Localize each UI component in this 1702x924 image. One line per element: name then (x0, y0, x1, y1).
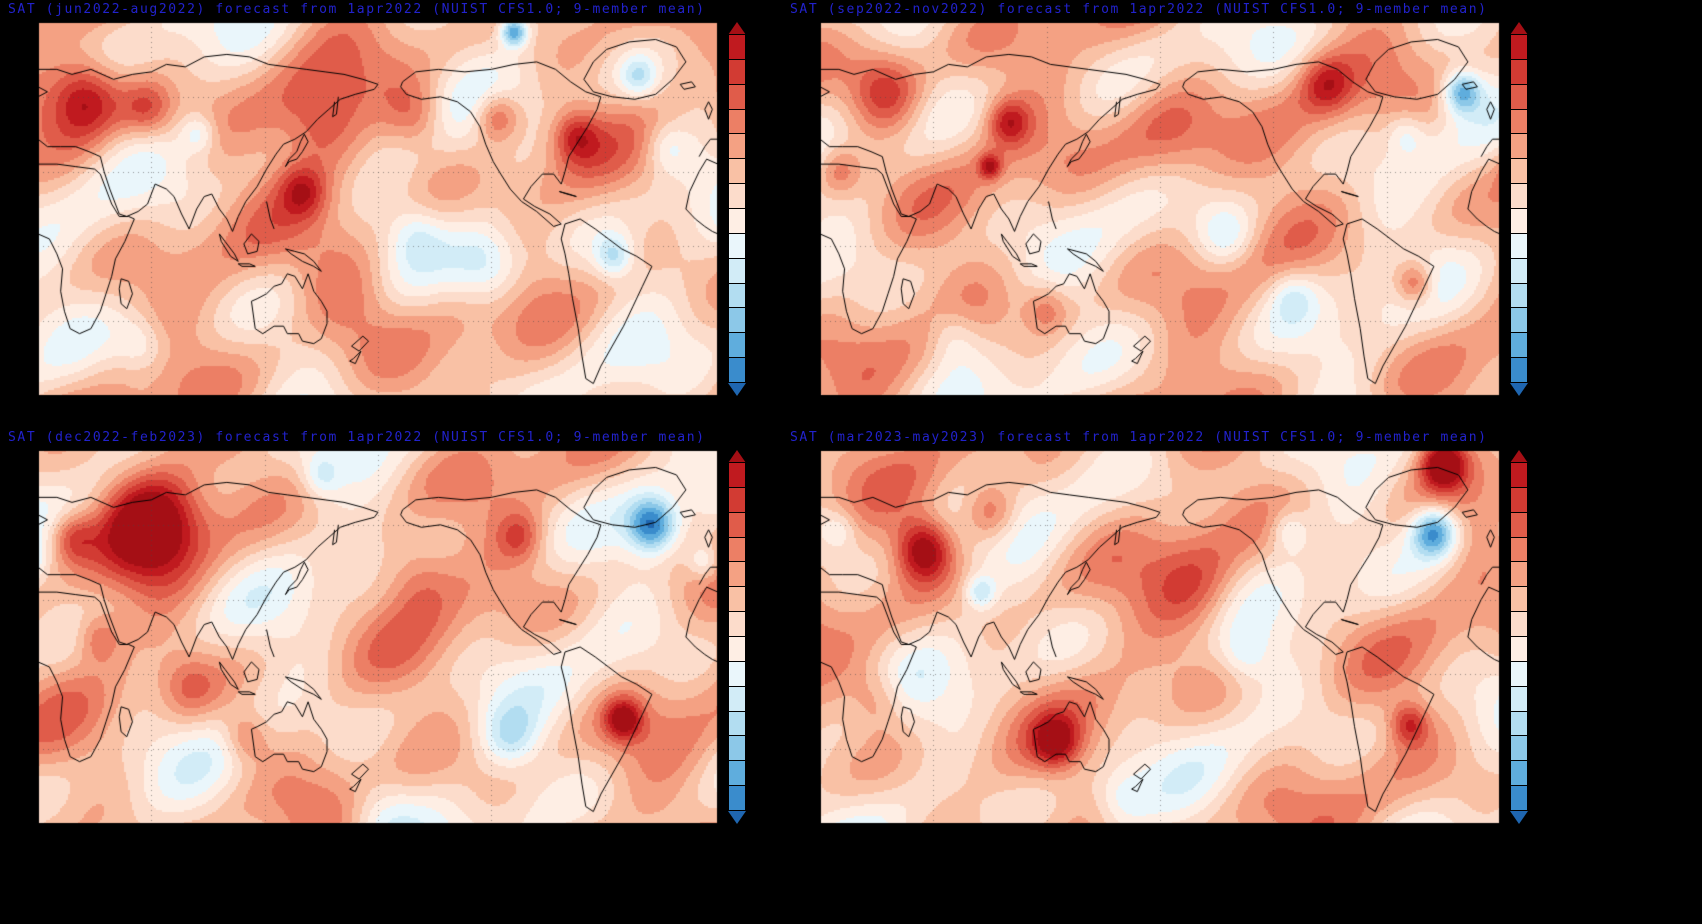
forecast-panel-mam: SAT (mar2023-may2023) forecast from 1apr… (782, 428, 1702, 856)
colorbar (728, 22, 746, 396)
colorbar-cell (728, 158, 746, 185)
panel-title: SAT (jun2022-aug2022) forecast from 1apr… (8, 2, 706, 17)
colorbar-arrow-down-icon (1510, 383, 1528, 396)
colorbar-arrow-up-icon (1510, 450, 1528, 463)
colorbar-cell (1510, 83, 1528, 110)
colorbar-cell (1510, 58, 1528, 85)
colorbar (1510, 450, 1528, 824)
colorbar-cell (1510, 710, 1528, 737)
colorbar-arrow-up-icon (728, 450, 746, 463)
colorbar-cell (728, 785, 746, 812)
colorbar-cell (728, 685, 746, 712)
colorbar-arrow-down-icon (728, 811, 746, 824)
colorbar-cell (1510, 332, 1528, 359)
colorbar-cell (728, 83, 746, 110)
map-row (38, 22, 782, 396)
colorbar-cell (728, 232, 746, 259)
colorbar-cell (1510, 586, 1528, 613)
anomaly-map-canvas (820, 450, 1500, 824)
colorbar-cell (728, 34, 746, 60)
colorbar-cell (728, 332, 746, 359)
colorbar-arrow-up-icon (728, 22, 746, 35)
colorbar-cell (1510, 760, 1528, 787)
colorbar (1510, 22, 1528, 396)
colorbar-cell (1510, 183, 1528, 210)
colorbar-cell (728, 511, 746, 538)
map-row (820, 22, 1702, 396)
colorbar-cells (1510, 34, 1528, 384)
colorbar-cell (728, 611, 746, 638)
colorbar-cell (728, 561, 746, 588)
colorbar-cell (1510, 636, 1528, 662)
colorbar-cell (1510, 158, 1528, 185)
colorbar-cell (728, 636, 746, 662)
colorbar-cells (728, 34, 746, 384)
colorbar-cell (728, 183, 746, 210)
panel-title: SAT (sep2022-nov2022) forecast from 1apr… (790, 2, 1488, 17)
panel-title: SAT (dec2022-feb2023) forecast from 1apr… (8, 430, 706, 445)
colorbar-cell (728, 133, 746, 160)
colorbar-cell (1510, 307, 1528, 334)
colorbar-cell (1510, 133, 1528, 160)
map-row (820, 450, 1702, 824)
colorbar-cell (1510, 611, 1528, 638)
colorbar-cell (1510, 685, 1528, 712)
colorbar-cells (1510, 462, 1528, 812)
forecast-panel-son: SAT (sep2022-nov2022) forecast from 1apr… (782, 0, 1702, 428)
colorbar-cell (1510, 660, 1528, 687)
forecast-panel-djf: SAT (dec2022-feb2023) forecast from 1apr… (0, 428, 782, 856)
colorbar-cell (728, 660, 746, 687)
panel-title: SAT (mar2023-may2023) forecast from 1apr… (790, 430, 1488, 445)
colorbar-cell (728, 586, 746, 613)
colorbar-cell (728, 108, 746, 135)
colorbar-cell (728, 282, 746, 309)
colorbar-cell (1510, 208, 1528, 234)
figure-grid: SAT (jun2022-aug2022) forecast from 1apr… (0, 0, 1702, 856)
colorbar-cell (728, 257, 746, 284)
colorbar-cells (728, 462, 746, 812)
colorbar-cell (1510, 735, 1528, 762)
colorbar-cell (1510, 511, 1528, 538)
anomaly-map-canvas (820, 22, 1500, 396)
colorbar-cell (1510, 462, 1528, 488)
colorbar-cell (1510, 108, 1528, 135)
map-row (38, 450, 782, 824)
colorbar-cell (1510, 536, 1528, 563)
colorbar-cell (728, 735, 746, 762)
anomaly-map-canvas (38, 22, 718, 396)
colorbar (728, 450, 746, 824)
colorbar-cell (728, 486, 746, 513)
colorbar-arrow-down-icon (1510, 811, 1528, 824)
colorbar-cell (1510, 486, 1528, 513)
colorbar-cell (728, 710, 746, 737)
colorbar-cell (728, 357, 746, 384)
colorbar-cell (1510, 785, 1528, 812)
colorbar-cell (728, 760, 746, 787)
anomaly-map-canvas (38, 450, 718, 824)
colorbar-cell (1510, 282, 1528, 309)
colorbar-cell (1510, 34, 1528, 60)
colorbar-cell (1510, 561, 1528, 588)
colorbar-cell (728, 208, 746, 234)
colorbar-cell (1510, 257, 1528, 284)
colorbar-cell (728, 536, 746, 563)
colorbar-arrow-down-icon (728, 383, 746, 396)
colorbar-cell (728, 58, 746, 85)
colorbar-arrow-up-icon (1510, 22, 1528, 35)
colorbar-cell (1510, 232, 1528, 259)
colorbar-cell (1510, 357, 1528, 384)
colorbar-cell (728, 462, 746, 488)
forecast-panel-jja: SAT (jun2022-aug2022) forecast from 1apr… (0, 0, 782, 428)
colorbar-cell (728, 307, 746, 334)
